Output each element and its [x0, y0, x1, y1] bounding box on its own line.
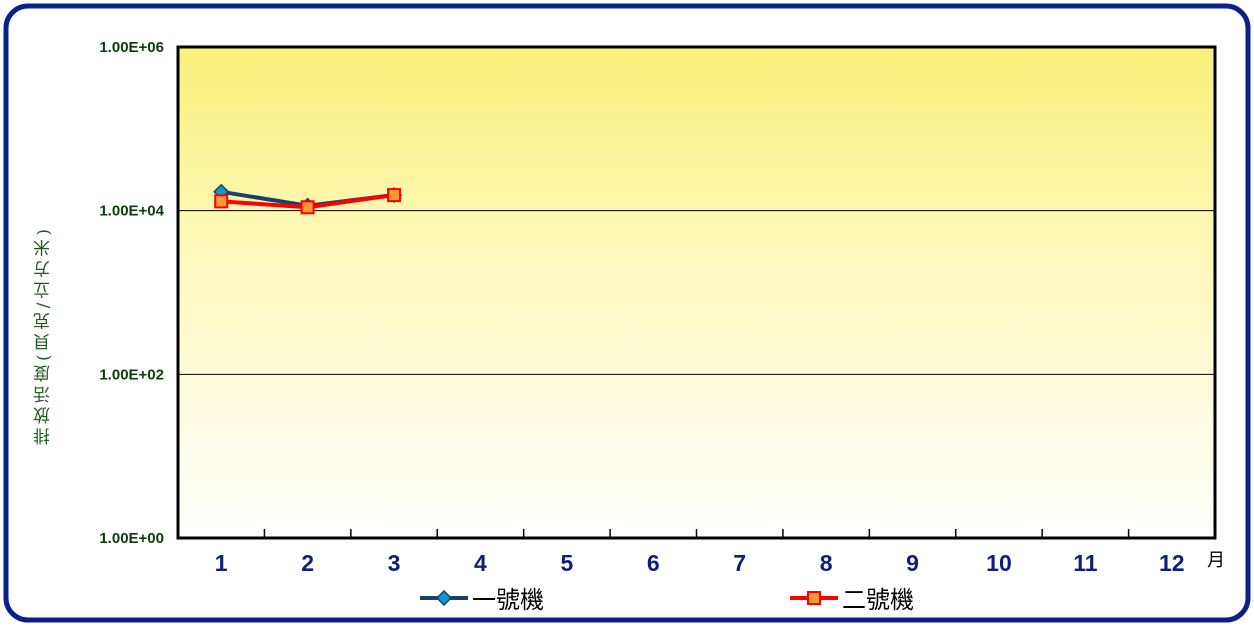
- x-tick-label: 3: [388, 550, 401, 576]
- gridlines: [178, 210, 1215, 375]
- y-axis-title: 排放活度(貝克/立方米): [33, 225, 54, 445]
- y-tick-label: 1.00E+06: [99, 39, 164, 56]
- x-tick-label: 5: [560, 550, 573, 576]
- legend: 一號機 二號機: [420, 586, 914, 614]
- plot-area: [178, 47, 1215, 538]
- plot-border: [176, 45, 1217, 540]
- x-tick-label: 12: [1159, 550, 1185, 576]
- y-axis-title-box: 排放活度(貝克/立方米): [8, 150, 78, 520]
- x-tick-label: 10: [986, 550, 1012, 576]
- y-tick-label: 1.00E+02: [99, 366, 164, 383]
- legend-marker: [435, 589, 453, 607]
- data-point: [387, 188, 402, 203]
- data-point: [300, 200, 315, 215]
- y-tick-label: 1.00E+00: [99, 530, 164, 547]
- legend-label: 一號機: [472, 586, 544, 614]
- x-tick-label: 4: [474, 550, 487, 576]
- x-tick-label: 1: [215, 550, 228, 576]
- x-axis-title: 月: [1207, 550, 1225, 571]
- x-axis-tick-labels: 1 2 3 4 5 6 7 8 9 10 11 12: [215, 550, 1185, 576]
- x-tick-label: 6: [647, 550, 660, 576]
- legend-label: 二號機: [842, 586, 914, 614]
- series-lines: [213, 183, 403, 215]
- x-tick-label: 7: [733, 550, 746, 576]
- data-point: [214, 194, 229, 209]
- x-tick-label: 2: [301, 550, 314, 576]
- x-tick-label: 8: [820, 550, 833, 576]
- x-tick-label: 9: [906, 550, 919, 576]
- y-tick-label: 1.00E+04: [99, 203, 164, 220]
- x-tick-label: 11: [1073, 550, 1098, 576]
- legend-marker: [807, 591, 821, 605]
- y-axis-tick-labels: 1.00E+00 1.00E+02 1.00E+04 1.00E+06: [99, 39, 164, 547]
